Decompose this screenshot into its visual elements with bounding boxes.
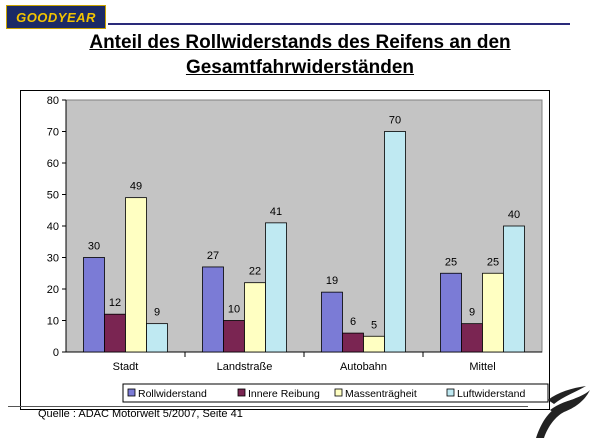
data-label: 25: [445, 256, 457, 268]
legend-label: Innere Reibung: [248, 388, 320, 400]
legend-swatch: [237, 388, 246, 397]
y-tick-label: 40: [47, 221, 59, 233]
bar: [384, 131, 406, 353]
category-label: Stadt: [113, 361, 139, 373]
bar: [223, 320, 245, 353]
y-tick-label: 60: [47, 158, 59, 170]
bar-chart: 0 10 20 30 40 50 60 70 80 30 12 49 9 Stadt 27 10 22 41 Lan…: [20, 90, 550, 410]
data-label: 27: [207, 250, 219, 262]
data-label: 10: [228, 304, 240, 316]
header-rule: [108, 23, 570, 25]
data-label: 49: [130, 181, 142, 193]
bar: [482, 272, 504, 353]
logo-text: GOODYEAR: [16, 9, 96, 25]
data-label: 12: [109, 297, 121, 309]
category-label: Landstraße: [217, 361, 273, 373]
y-tick-label: 0: [53, 347, 59, 359]
data-label: 19: [326, 275, 338, 287]
title-line-1: Anteil des Rollwiderstands des Reifens a…: [89, 32, 511, 53]
legend-label: Massenträgheit: [345, 388, 417, 400]
title-line-2: Gesamtfahrwiderständen: [185, 57, 415, 78]
slide-title: Anteil des Rollwiderstands des Reifens a…: [20, 30, 580, 80]
bar: [342, 332, 364, 353]
y-tick-label: 30: [47, 253, 59, 265]
bar: [202, 266, 224, 353]
data-label: 40: [508, 209, 520, 221]
data-label: 9: [154, 307, 160, 319]
y-tick-label: 10: [47, 316, 59, 328]
bar: [146, 323, 168, 353]
y-tick-label: 50: [47, 190, 59, 202]
bar: [503, 225, 525, 353]
bar: [461, 323, 483, 353]
category-label: Mittel: [469, 361, 495, 373]
bar: [83, 257, 105, 353]
y-tick-label: 80: [47, 95, 59, 107]
legend-swatch: [334, 388, 343, 397]
y-tick-label: 20: [47, 284, 59, 296]
bar: [321, 291, 343, 353]
bar: [265, 222, 287, 353]
data-label: 6: [350, 316, 356, 328]
data-label: 41: [270, 206, 282, 218]
data-label: 5: [371, 319, 377, 331]
chart-container: 0 10 20 30 40 50 60 70 80 30 12 49 9 Stadt 27 10 22 41 Lan…: [20, 90, 550, 410]
source-rule: [8, 406, 528, 407]
bar: [244, 282, 266, 353]
source-note: Quelle : ADAC Motorwelt 5/2007, Seite 41: [38, 408, 243, 420]
data-label: 9: [469, 307, 475, 319]
bar: [125, 197, 147, 353]
category-label: Autobahn: [340, 361, 387, 373]
legend-swatch: [127, 388, 136, 397]
legend-label: Rollwiderstand: [138, 388, 207, 400]
y-tick-label: 70: [47, 127, 59, 139]
goodyear-logo: GOODYEAR: [6, 5, 106, 29]
bar: [440, 272, 462, 353]
data-label: 30: [88, 241, 100, 253]
legend-label: Luftwiderstand: [457, 388, 525, 400]
data-label: 22: [249, 266, 261, 278]
legend-swatch: [446, 388, 455, 397]
bar: [363, 335, 385, 353]
data-label: 25: [487, 256, 499, 268]
bar: [104, 313, 126, 353]
data-label: 70: [389, 115, 401, 127]
wingfoot-icon: [536, 386, 590, 438]
